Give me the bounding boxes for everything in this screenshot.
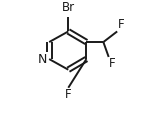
Text: F: F	[65, 88, 72, 101]
Text: N: N	[38, 53, 48, 66]
Text: F: F	[109, 57, 116, 71]
Text: F: F	[118, 18, 124, 31]
Text: Br: Br	[62, 1, 75, 14]
